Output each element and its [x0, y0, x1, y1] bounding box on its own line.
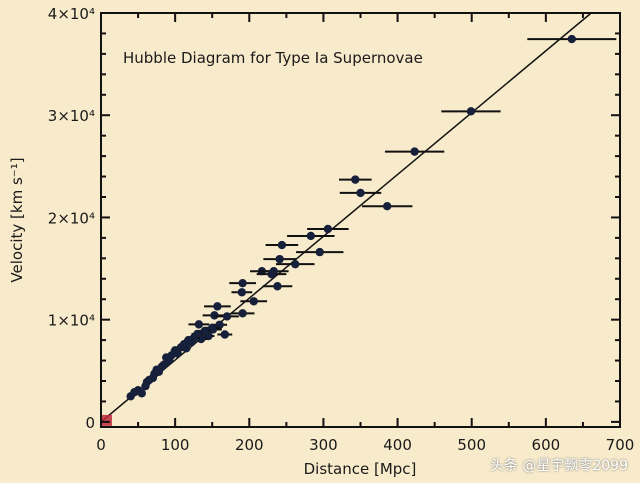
data-point — [210, 311, 219, 320]
data-point — [466, 107, 476, 116]
data-point — [126, 392, 135, 401]
origin-marker — [101, 414, 112, 426]
data-point — [277, 240, 287, 250]
x-tick-label: 500 — [457, 436, 486, 454]
data-point — [356, 188, 365, 198]
data-point — [213, 302, 222, 311]
watermark: 头条 @星宇飘零2099 — [489, 458, 628, 474]
fit-line — [100, 12, 592, 423]
data-point — [273, 282, 282, 291]
data-point — [237, 288, 247, 297]
data-point — [249, 297, 258, 306]
data-point — [315, 247, 324, 257]
x-tick-label: 700 — [606, 436, 635, 454]
y-tick-label: 1×10⁴ — [48, 312, 95, 330]
data-point — [567, 34, 577, 44]
data-point — [220, 330, 230, 339]
x-tick-label: 300 — [309, 436, 338, 454]
data-point — [275, 254, 284, 264]
x-tick-label: 400 — [383, 436, 412, 454]
chart-title: Hubble Diagram for Type Ia Supernovae — [123, 49, 423, 67]
y-tick-label: 2×10⁴ — [48, 209, 95, 227]
x-axis-title: Distance [Mpc] — [304, 460, 417, 478]
y-tick-label: 4×10⁴ — [48, 5, 95, 23]
y-axis-title: Velocity [km s⁻¹] — [8, 157, 26, 282]
data-point — [410, 147, 419, 156]
data-point — [194, 320, 204, 329]
x-tick-label: 200 — [235, 436, 264, 454]
x-tick-label: 0 — [96, 436, 106, 454]
data-point — [162, 353, 171, 362]
data-point — [267, 269, 276, 279]
y-tick-label: 0 — [85, 414, 95, 432]
x-tick-label: 100 — [161, 436, 190, 454]
data-point — [141, 381, 150, 391]
y-tick-label: 3×10⁴ — [48, 107, 95, 125]
data-point — [382, 202, 392, 211]
data-point — [306, 231, 316, 241]
plot-frame — [100, 12, 621, 428]
data-point — [291, 259, 300, 269]
data-point — [238, 278, 247, 288]
data-point — [238, 309, 247, 318]
chart-marks — [100, 12, 617, 426]
data-point — [323, 224, 333, 234]
data-point — [222, 312, 232, 321]
x-tick-label: 600 — [532, 436, 561, 454]
data-point — [351, 175, 360, 184]
